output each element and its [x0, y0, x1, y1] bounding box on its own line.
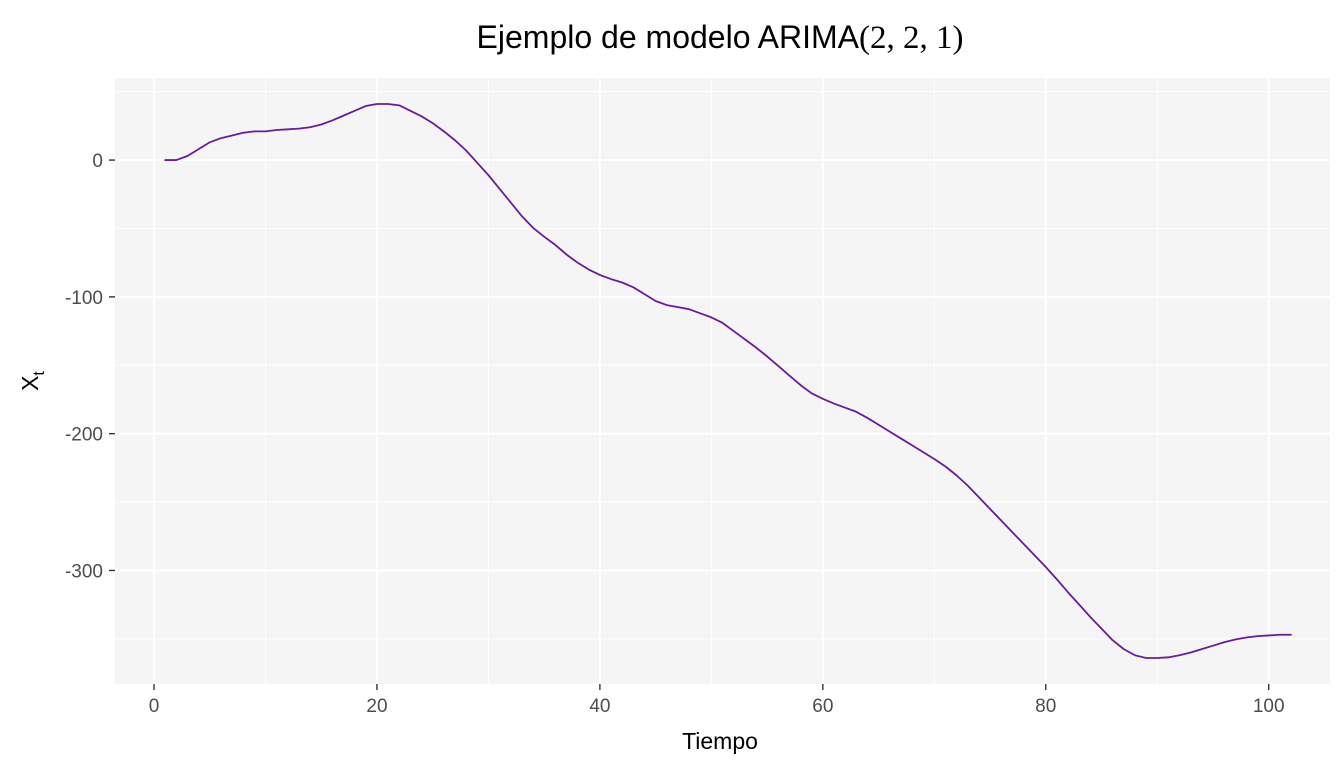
chart-title-text: Ejemplo de modelo ARIMA — [477, 19, 860, 55]
y-tick-label: -100 — [65, 288, 103, 309]
x-tick-label: 80 — [1035, 696, 1056, 717]
minor-gridlines — [115, 78, 1330, 684]
major-gridlines — [115, 78, 1330, 684]
x-tick-label: 20 — [366, 696, 387, 717]
plot-panel — [115, 78, 1330, 684]
series-line — [164, 103, 1292, 659]
y-axis-title-subscript: t — [31, 371, 48, 376]
x-tick-label: 100 — [1253, 696, 1285, 717]
y-tick-label: -200 — [65, 425, 103, 446]
chart-title-math: (2, 2, 1) — [859, 20, 963, 56]
y-tick-label: 0 — [92, 151, 103, 172]
y-tick-label: -300 — [65, 561, 103, 582]
y-axis-title-main: X — [17, 376, 43, 391]
x-axis-title: Tiempo — [682, 728, 758, 754]
y-axis-title: Xt — [17, 371, 48, 391]
y-axis-ticks — [109, 159, 115, 572]
chart-title: Ejemplo de modelo ARIMA(2, 2, 1) — [477, 19, 964, 56]
x-tick-label: 0 — [149, 696, 160, 717]
x-axis-ticks — [153, 684, 1270, 690]
y-axis-tick-labels: 0 -100 -200 -300 — [65, 151, 103, 582]
x-tick-label: 40 — [589, 696, 610, 717]
x-axis-tick-labels: 0 20 40 60 80 100 — [149, 696, 1285, 717]
x-tick-label: 60 — [812, 696, 833, 717]
